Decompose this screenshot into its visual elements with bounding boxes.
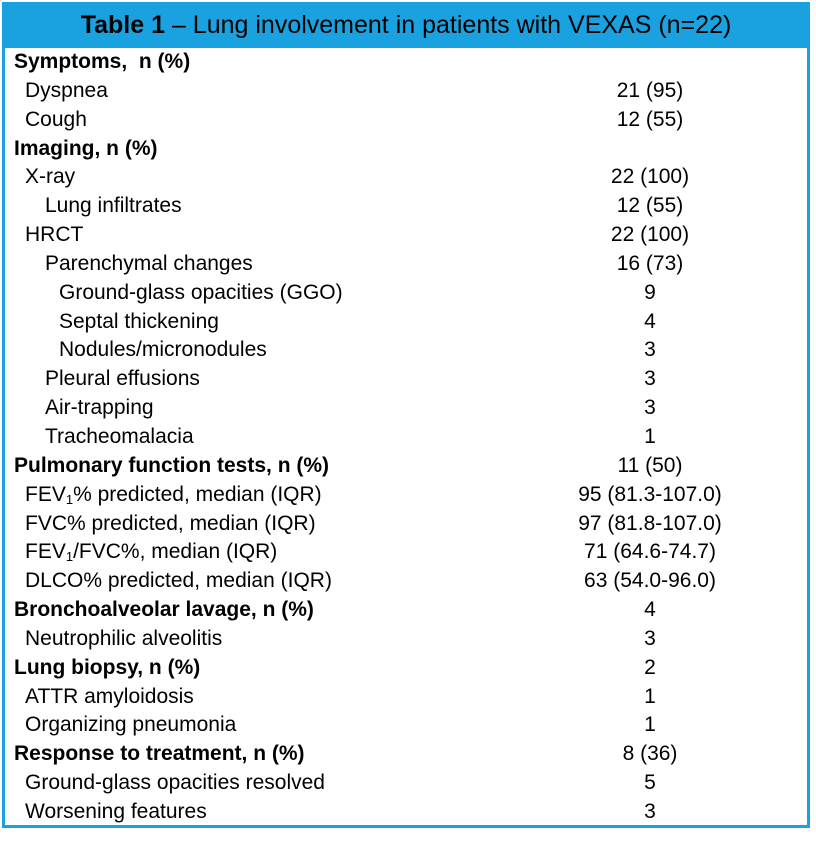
- table-row: Pleural effusions 3: [5, 365, 807, 394]
- table-body: Symptoms, n (%) Dyspnea 21 (95) Cough 12 (55…: [5, 48, 807, 827]
- row-value: 1: [644, 684, 656, 708]
- row-label: Septal thickening: [59, 309, 219, 333]
- row-label: Response to treatment, n (%): [14, 742, 305, 766]
- row-value: 1: [644, 713, 656, 737]
- row-value: 97 (81.8-107.0): [578, 511, 722, 535]
- row-label: Lung biopsy, n (%): [14, 655, 201, 679]
- row-label: Neutrophilic alveolitis: [25, 626, 223, 650]
- row-value: 3: [644, 367, 656, 391]
- table-title: Table 1 – Lung involvement in patients w…: [5, 5, 807, 48]
- row-label: Pleural effusions: [45, 367, 200, 391]
- row-value: 11 (50): [617, 453, 683, 477]
- row-label-prefix: FEV: [25, 540, 66, 564]
- row-label: FEV1% predicted, median (IQR): [25, 481, 322, 510]
- table-row: Nodules/micronodules 3: [5, 336, 807, 365]
- table-row: Ground-glass opacities (GGO) 9: [5, 279, 807, 308]
- row-label-suffix: % predicted, median (IQR): [73, 482, 322, 506]
- row-value: 3: [644, 396, 656, 420]
- row-label: Dyspnea: [25, 78, 108, 102]
- table-section-row: Pulmonary function tests, n (%) 11 (50): [5, 452, 807, 481]
- row-value: 3: [644, 338, 656, 362]
- row-label: Tracheomalacia: [45, 424, 194, 448]
- table-row: X-ray 22 (100): [5, 163, 807, 192]
- row-label: Bronchoalveolar lavage, n (%): [14, 598, 314, 622]
- row-value: 3: [644, 799, 656, 823]
- row-label: Organizing pneumonia: [25, 713, 237, 737]
- table-row: Cough 12 (55): [5, 106, 807, 135]
- row-label: Worsening features: [25, 799, 207, 823]
- row-value: 5: [644, 771, 656, 795]
- row-label: ATTR amyloidosis: [25, 684, 194, 708]
- row-label: Cough: [25, 107, 87, 131]
- table-section-row: Bronchoalveolar lavage, n (%) 4: [5, 596, 807, 625]
- row-label: Ground-glass opacities resolved: [25, 771, 325, 795]
- row-label: FVC% predicted, median (IQR): [25, 511, 316, 535]
- row-label: Ground-glass opacities (GGO): [59, 280, 343, 304]
- table-row: Dyspnea 21 (95): [5, 77, 807, 106]
- table-row: Organizing pneumonia 1: [5, 711, 807, 740]
- table-row: HRCT 22 (100): [5, 221, 807, 250]
- row-value: 12 (55): [616, 194, 684, 218]
- table-row: Septal thickening 4: [5, 308, 807, 337]
- row-value: 9: [644, 280, 656, 304]
- row-label: Symptoms, n (%): [14, 50, 191, 73]
- row-label: FEV1/FVC%, median (IQR): [25, 538, 277, 567]
- row-label: Pulmonary function tests, n (%): [14, 453, 330, 477]
- row-value: 16 (73): [616, 251, 684, 275]
- table-row: Air-trapping 3: [5, 394, 807, 423]
- row-label: Nodules/micronodules: [59, 338, 267, 362]
- table-row: Parenchymal changes 16 (73): [5, 250, 807, 279]
- row-label-subscript: 1: [65, 491, 74, 507]
- table-title-number: Table 1: [80, 10, 165, 39]
- lung-involvement-table: Table 1 – Lung involvement in patients w…: [2, 2, 810, 828]
- table-row: Tracheomalacia 1: [5, 423, 807, 452]
- row-value: 22 (100): [610, 165, 690, 189]
- row-value: 8 (36): [622, 742, 678, 766]
- table-row: FEV1/FVC%, median (IQR) 71 (64.6-74.7): [5, 538, 807, 567]
- row-value: 1: [644, 424, 656, 448]
- table-row: Worsening features 3: [5, 798, 807, 827]
- table-section-row: Response to treatment, n (%) 8 (36): [5, 740, 807, 769]
- row-value: 4: [644, 309, 656, 333]
- row-value: 71 (64.6-74.7): [584, 540, 716, 564]
- row-value: 22 (100): [610, 223, 690, 247]
- row-value: 12 (55): [616, 107, 684, 131]
- row-label: HRCT: [25, 223, 84, 247]
- table-row: Neutrophilic alveolitis 3: [5, 625, 807, 654]
- table-row: DLCO% predicted, median (IQR) 63 (54.0-96…: [5, 567, 807, 596]
- row-value: 21 (95): [616, 78, 684, 102]
- table-title-text: – Lung involvement in patients with VEXA…: [165, 10, 732, 39]
- row-value: 3: [644, 626, 656, 650]
- table-section-row: Symptoms, n (%): [5, 48, 807, 77]
- table-row: FEV1% predicted, median (IQR) 95 (81.3-10…: [5, 481, 807, 510]
- row-label-subscript: 1: [65, 549, 74, 565]
- row-label: Parenchymal changes: [45, 251, 253, 275]
- table-section-row: Imaging, n (%): [5, 135, 807, 164]
- table-section-row: Lung biopsy, n (%) 2: [5, 654, 807, 683]
- row-label: Air-trapping: [45, 396, 154, 420]
- table-row: FVC% predicted, median (IQR) 97 (81.8-107…: [5, 510, 807, 539]
- row-value: 63 (54.0-96.0): [584, 569, 716, 593]
- row-label: X-ray: [25, 165, 76, 189]
- row-value: 2: [644, 655, 656, 679]
- row-label-suffix: /FVC%, median (IQR): [73, 540, 278, 564]
- table-row: Ground-glass opacities resolved 5: [5, 769, 807, 798]
- row-value: 4: [644, 598, 656, 622]
- row-label-prefix: FEV: [25, 482, 66, 506]
- table-row: Lung infiltrates 12 (55): [5, 192, 807, 221]
- row-value: 95 (81.3-107.0): [578, 482, 722, 506]
- table-row: ATTR amyloidosis 1: [5, 683, 807, 712]
- row-label: Imaging, n (%): [14, 136, 158, 160]
- row-label: DLCO% predicted, median (IQR): [25, 569, 332, 593]
- row-label: Lung infiltrates: [45, 194, 182, 218]
